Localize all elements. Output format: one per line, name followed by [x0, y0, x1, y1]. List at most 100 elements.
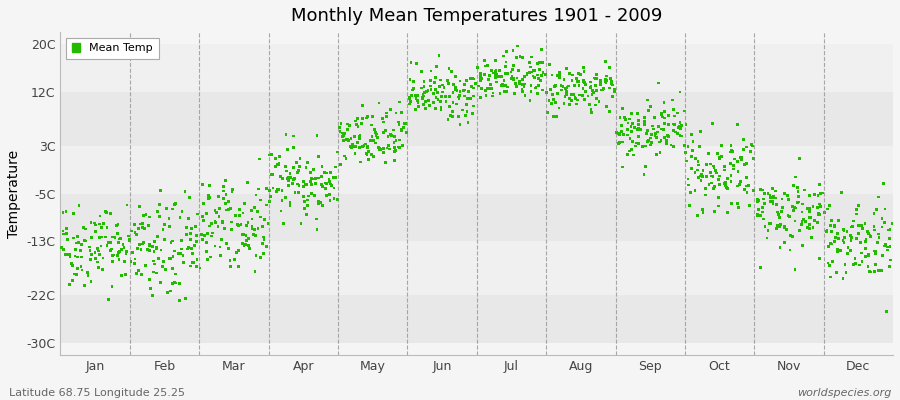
- Point: [620, 132, 634, 138]
- Point: [248, 268, 262, 275]
- Point: [237, 242, 251, 249]
- Point: [666, 144, 680, 150]
- Point: [724, 172, 738, 179]
- Point: [568, 95, 582, 102]
- Point: [608, 89, 622, 95]
- Point: [135, 224, 149, 231]
- Point: [462, 88, 476, 95]
- Point: [410, 92, 425, 98]
- Point: [677, 143, 691, 149]
- Point: [683, 190, 698, 196]
- Point: [360, 113, 374, 119]
- Point: [877, 180, 891, 186]
- Point: [341, 137, 356, 144]
- Point: [790, 199, 805, 206]
- Point: [301, 159, 315, 166]
- Point: [453, 78, 467, 84]
- Point: [766, 186, 780, 192]
- Point: [54, 244, 68, 250]
- Point: [373, 146, 387, 152]
- Point: [311, 154, 326, 160]
- Point: [74, 254, 88, 260]
- Point: [281, 174, 295, 181]
- Point: [179, 231, 194, 238]
- Point: [418, 98, 433, 104]
- Point: [547, 83, 562, 90]
- Point: [111, 221, 125, 228]
- Point: [320, 180, 334, 186]
- Point: [588, 82, 602, 88]
- Point: [225, 189, 239, 195]
- Point: [609, 129, 624, 136]
- Point: [750, 211, 764, 218]
- Point: [837, 226, 851, 232]
- Point: [372, 100, 386, 106]
- Point: [506, 76, 520, 82]
- Point: [583, 79, 598, 85]
- Point: [633, 126, 647, 133]
- Point: [707, 184, 722, 190]
- Point: [324, 182, 338, 189]
- Point: [335, 134, 349, 140]
- Point: [189, 233, 203, 239]
- Point: [223, 205, 238, 212]
- Point: [666, 121, 680, 127]
- Point: [505, 75, 519, 82]
- Point: [824, 274, 838, 280]
- Point: [712, 194, 726, 201]
- Point: [75, 242, 89, 248]
- Point: [696, 207, 710, 213]
- Point: [230, 249, 244, 256]
- Point: [584, 83, 598, 90]
- Point: [649, 151, 663, 157]
- Point: [148, 245, 163, 252]
- Point: [405, 87, 419, 93]
- Point: [219, 240, 233, 247]
- Point: [163, 255, 177, 262]
- Point: [311, 175, 326, 181]
- Point: [684, 132, 698, 138]
- Point: [474, 75, 489, 81]
- Point: [376, 130, 391, 136]
- Point: [718, 179, 733, 186]
- Point: [68, 246, 83, 252]
- Point: [465, 110, 480, 116]
- Point: [216, 184, 230, 190]
- Point: [540, 90, 554, 96]
- Point: [355, 102, 369, 108]
- Point: [718, 182, 733, 188]
- Point: [621, 120, 635, 126]
- Point: [340, 126, 355, 133]
- Point: [271, 161, 285, 167]
- Point: [211, 223, 225, 230]
- Point: [524, 82, 538, 88]
- Point: [105, 252, 120, 258]
- Point: [500, 88, 514, 94]
- Point: [771, 211, 786, 218]
- Point: [528, 85, 543, 91]
- Point: [691, 162, 706, 168]
- Point: [369, 132, 383, 139]
- Point: [108, 234, 122, 241]
- Point: [638, 163, 652, 169]
- Point: [196, 200, 211, 207]
- Point: [248, 232, 263, 239]
- Point: [265, 151, 279, 158]
- Point: [110, 222, 124, 228]
- Point: [104, 283, 119, 289]
- Point: [353, 144, 367, 151]
- Point: [308, 180, 322, 187]
- Point: [142, 214, 157, 220]
- Point: [218, 177, 232, 184]
- Point: [227, 256, 241, 262]
- Point: [824, 218, 839, 224]
- Point: [421, 98, 436, 104]
- Point: [535, 87, 549, 93]
- Point: [124, 259, 139, 265]
- Point: [219, 192, 233, 198]
- Point: [868, 227, 882, 233]
- Point: [288, 175, 302, 182]
- Point: [719, 184, 733, 191]
- Point: [442, 104, 456, 110]
- Point: [110, 230, 124, 237]
